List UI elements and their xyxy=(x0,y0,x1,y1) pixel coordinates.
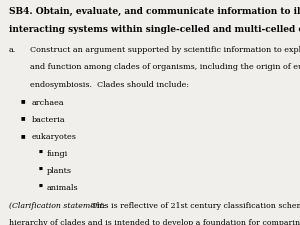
Text: SB4. Obtain, evaluate, and communicate information to illustrate the organizatio: SB4. Obtain, evaluate, and communicate i… xyxy=(9,7,300,16)
Text: archaea: archaea xyxy=(32,99,64,107)
Text: ■: ■ xyxy=(39,150,43,154)
Text: and function among clades of organisms, including the origin of eukaryotes by: and function among clades of organisms, … xyxy=(30,63,300,72)
Text: a.: a. xyxy=(9,46,16,54)
Text: animals: animals xyxy=(46,184,78,192)
Text: (Clarification statement:: (Clarification statement: xyxy=(9,202,106,210)
Text: bacteria: bacteria xyxy=(32,116,65,124)
Text: ■: ■ xyxy=(39,167,43,171)
Text: hierarchy of clades and is intended to develop a foundation for comparing major : hierarchy of clades and is intended to d… xyxy=(9,219,300,225)
Text: fungi: fungi xyxy=(46,150,68,158)
Text: Construct an argument supported by scientific information to explain patterns in: Construct an argument supported by scien… xyxy=(30,46,300,54)
Text: ■: ■ xyxy=(21,116,26,121)
Text: eukaryotes: eukaryotes xyxy=(32,133,76,141)
Text: ■: ■ xyxy=(39,184,43,188)
Text: interacting systems within single-celled and multi-celled organisms.: interacting systems within single-celled… xyxy=(9,25,300,34)
Text: endosymbiosis.  Clades should include:: endosymbiosis. Clades should include: xyxy=(30,81,189,89)
Text: This is reflective of 21st century classification schemes and nested: This is reflective of 21st century class… xyxy=(88,202,300,210)
Text: ■: ■ xyxy=(21,99,26,104)
Text: plants: plants xyxy=(46,167,71,175)
Text: ■: ■ xyxy=(21,133,26,138)
